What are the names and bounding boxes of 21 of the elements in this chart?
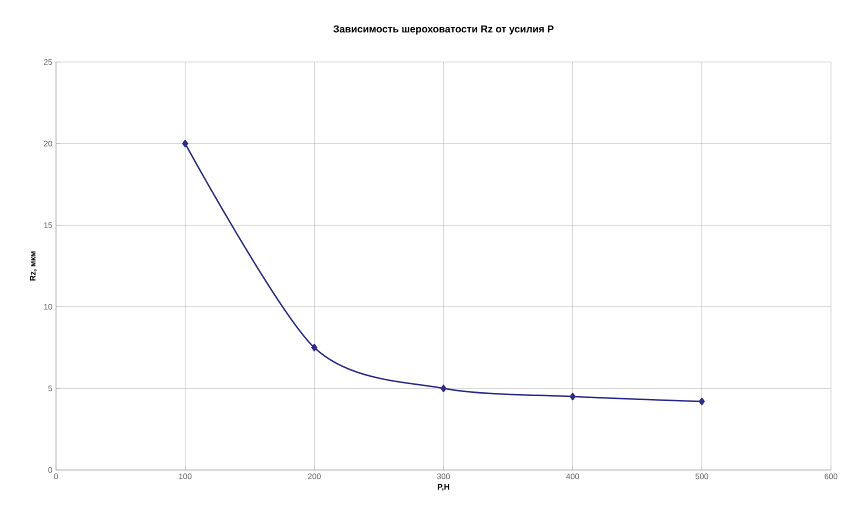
x-tick-label: 400 — [566, 474, 580, 480]
y-tick-label: 20 — [44, 140, 52, 146]
x-tick-label: 100 — [179, 474, 192, 480]
x-tick-label: 500 — [695, 474, 708, 480]
y-axis-title: Rz, мкм — [30, 252, 37, 280]
point — [182, 140, 188, 148]
x-tick-label: 300 — [437, 474, 450, 480]
y-tick-label: 25 — [44, 59, 52, 65]
x-tick-label: 600 — [824, 474, 838, 480]
y-tick-label: 15 — [44, 222, 52, 228]
y-tick-label: 10 — [44, 304, 52, 310]
y-tick-label: 0 — [48, 467, 52, 473]
x-tick-label: 200 — [308, 474, 321, 480]
chart-title: Зависимость шероховатости Rz от усилия P — [333, 25, 554, 34]
point — [311, 344, 318, 352]
point — [440, 384, 446, 392]
point — [698, 398, 705, 406]
x-axis-title: P,Н — [438, 484, 450, 491]
x-tick-label: 0 — [54, 474, 58, 480]
y-tick-label: 5 — [48, 386, 52, 392]
point — [570, 392, 576, 400]
